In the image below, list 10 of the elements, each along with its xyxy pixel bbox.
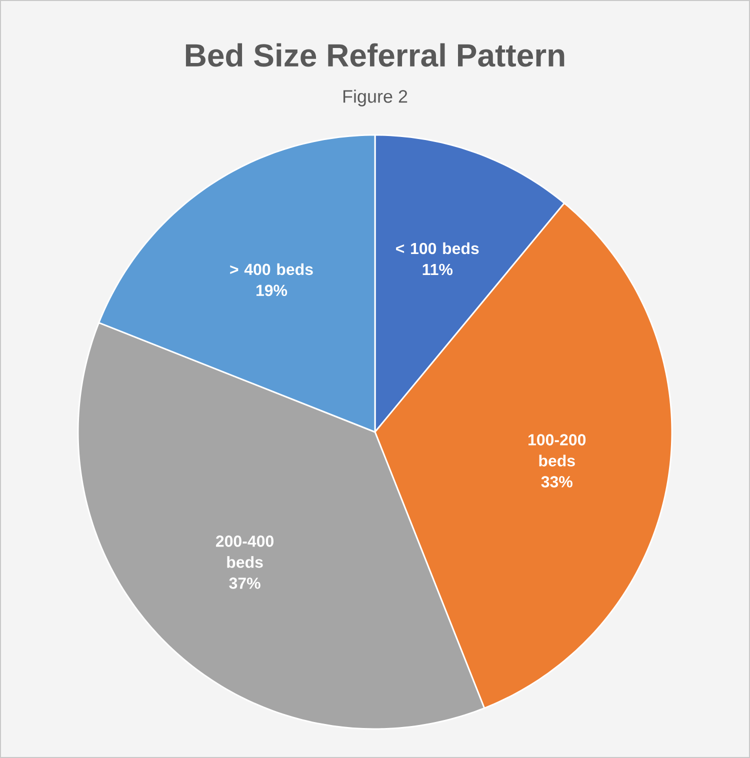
data-label: 33% [541, 476, 572, 488]
chart-subtitle: Figure 2 [343, 90, 408, 106]
slice-label: > 400 beds [230, 263, 313, 276]
data-label: 11% [422, 264, 453, 276]
slice-label: 100-200 beds [528, 434, 586, 466]
chart-title: Bed Size Referral Pattern [186, 43, 564, 67]
data-label: 19% [256, 284, 288, 296]
data-label: 37% [229, 578, 260, 589]
slice-label: 200-400 beds [216, 536, 274, 568]
slice-label: < 100 beds [396, 242, 479, 254]
